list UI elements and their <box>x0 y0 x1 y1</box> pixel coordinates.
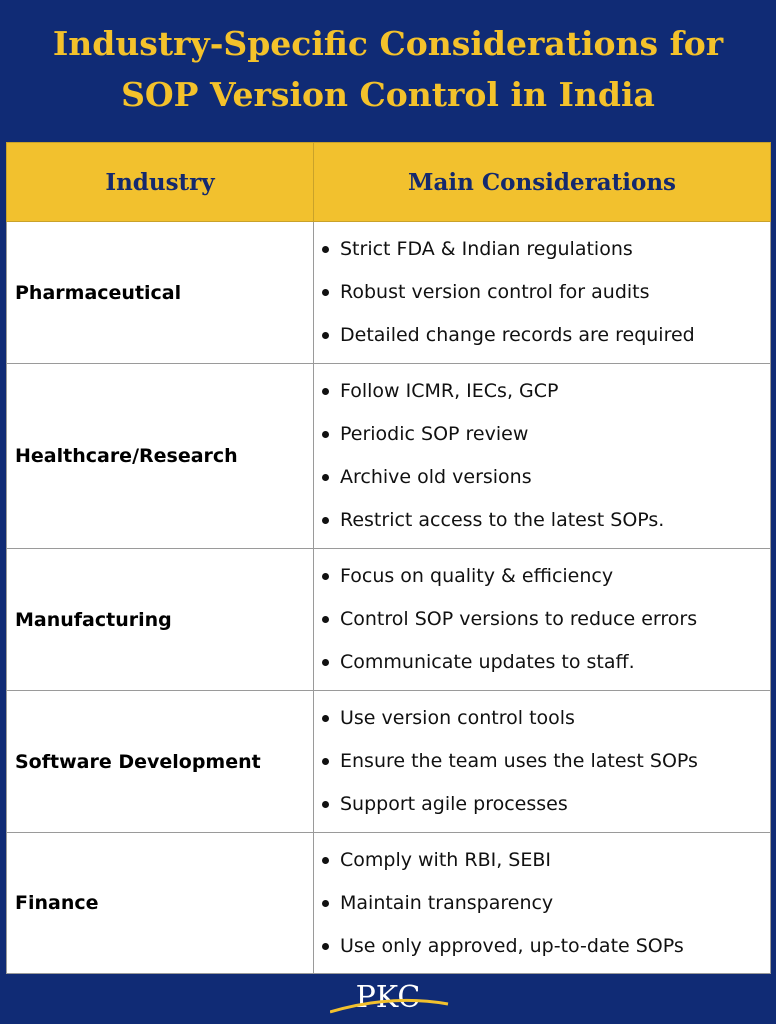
consideration-item: Periodic SOP review <box>322 413 770 456</box>
considerations-cell: Use version control tools Ensure the team… <box>313 690 771 833</box>
considerations-list: Follow ICMR, IECs, GCP Periodic SOP revie… <box>314 370 770 542</box>
consideration-item: Detailed change records are required <box>322 314 770 357</box>
considerations-list: Focus on quality & efficiency Control SOP… <box>314 555 770 684</box>
consideration-item: Communicate updates to staff. <box>322 641 770 684</box>
industry-cell: Software Development <box>6 690 314 833</box>
considerations-list: Comply with RBI, SEBI Maintain transparen… <box>314 839 770 968</box>
table-row: Healthcare/Research Follow ICMR, IECs, GC… <box>6 363 771 549</box>
consideration-item: Focus on quality & efficiency <box>322 555 770 598</box>
header-cell: Industry <box>6 142 314 222</box>
considerations-cell: Follow ICMR, IECs, GCP Periodic SOP revie… <box>313 363 771 549</box>
consideration-item: Support agile processes <box>322 783 770 826</box>
consideration-item: Control SOP versions to reduce errors <box>322 598 770 641</box>
consideration-item: Ensure the team uses the latest SOPs <box>322 740 770 783</box>
consideration-item: Strict FDA & Indian regulations <box>322 228 770 271</box>
table-row: Pharmaceutical Strict FDA & Indian regula… <box>6 221 771 364</box>
consideration-item: Use only approved, up-to-date SOPs <box>322 925 770 968</box>
logo-swoosh <box>330 998 449 1014</box>
header-row: Industry Main Considerations <box>6 142 771 222</box>
considerations-cell: Comply with RBI, SEBI Maintain transparen… <box>313 832 771 974</box>
industry-cell: Pharmaceutical <box>6 221 314 364</box>
consideration-item: Restrict access to the latest SOPs. <box>322 499 770 542</box>
considerations-cell: Focus on quality & efficiency Control SOP… <box>313 548 771 691</box>
table-row: Software Development Use version control … <box>6 690 771 833</box>
industry-cell: Healthcare/Research <box>6 363 314 549</box>
considerations-list: Strict FDA & Indian regulations Robust ve… <box>314 228 770 357</box>
consideration-item: Maintain transparency <box>322 882 770 925</box>
table-body: Pharmaceutical Strict FDA & Indian regula… <box>6 221 771 974</box>
consideration-item: Follow ICMR, IECs, GCP <box>322 370 770 413</box>
title: Industry-Specific Considerations for SOP… <box>52 24 724 114</box>
consideration-item: Robust version control for audits <box>322 271 770 314</box>
industry-cell: Manufacturing <box>6 548 314 691</box>
table-row: Finance Comply with RBI, SEBI Maintain tra… <box>6 832 771 974</box>
considerations-cell: Strict FDA & Indian regulations Robust ve… <box>313 221 771 364</box>
header-cell: Main Considerations <box>313 142 771 222</box>
consideration-item: Use version control tools <box>322 697 770 740</box>
consideration-item: Archive old versions <box>322 456 770 499</box>
consideration-item: Comply with RBI, SEBI <box>322 839 770 882</box>
industry-cell: Finance <box>6 832 314 974</box>
considerations-table: Industry Main Considerations Pharmaceuti… <box>6 142 771 974</box>
logo: PKC <box>355 980 421 1015</box>
considerations-list: Use version control tools Ensure the team… <box>314 697 770 826</box>
table-row: Manufacturing Focus on quality & efficien… <box>6 548 771 691</box>
